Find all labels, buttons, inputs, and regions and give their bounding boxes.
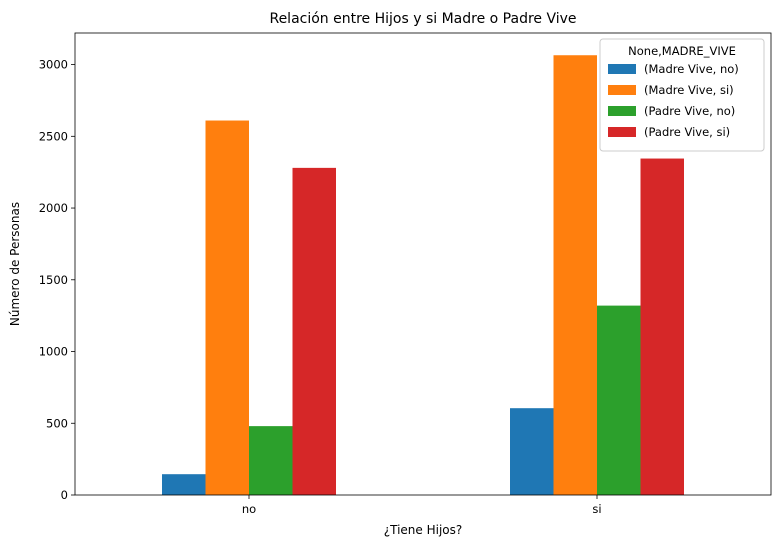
bar-no-series-1 (205, 120, 249, 496)
y-tick-label: 0 (61, 488, 68, 502)
y-tick-label: 3000 (39, 58, 68, 72)
bar-no-series-0 (162, 474, 206, 495)
bar-no-series-2 (249, 426, 293, 495)
x-axis-ticks: no si (242, 495, 602, 516)
y-tick-label: 2000 (39, 201, 68, 215)
legend-label-0: (Madre Vive, no) (644, 62, 739, 76)
x-tick-label: si (592, 502, 601, 516)
legend-box (599, 38, 765, 152)
legend-label-3: (Padre Vive, si) (644, 125, 730, 139)
legend-swatch-3 (608, 127, 636, 137)
bar-si-series-3 (640, 158, 684, 496)
y-axis-ticks: 0 500 1000 1500 2000 2500 3000 (39, 58, 75, 502)
x-axis-label: ¿Tiene Hijos? (384, 523, 463, 537)
y-tick-label: 500 (46, 416, 68, 430)
y-tick-label: 1500 (39, 273, 68, 287)
bars-group (162, 55, 684, 496)
legend-label-2: (Padre Vive, no) (644, 104, 735, 118)
chart-title: Relación entre Hijos y si Madre o Padre … (269, 11, 576, 27)
legend-swatch-0 (608, 64, 636, 74)
y-tick-label: 2500 (39, 129, 68, 143)
legend-label-1: (Madre Vive, si) (644, 83, 734, 97)
legend-title: None,MADRE_VIVE (628, 44, 736, 58)
legend-swatch-2 (608, 106, 636, 116)
bar-si-series-0 (510, 408, 554, 495)
plot-frame (74, 32, 772, 496)
bar-no-series-3 (292, 167, 336, 495)
bar-si-series-1 (553, 55, 597, 495)
y-tick-label: 1000 (39, 345, 68, 359)
legend-swatch-1 (608, 85, 636, 95)
y-axis-label: Número de Personas (8, 202, 22, 326)
x-tick-label: no (242, 502, 256, 516)
bar-si-series-2 (597, 305, 641, 495)
legend: None,MADRE_VIVE (Madre Vive, no) (Madre Vi… (599, 38, 765, 152)
